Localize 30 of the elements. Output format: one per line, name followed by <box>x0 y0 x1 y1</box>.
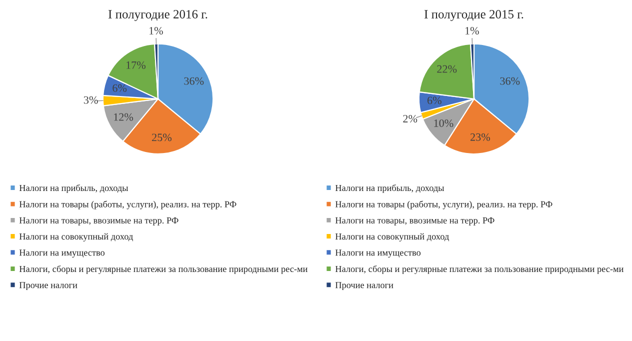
chart-title: I полугодие 2015 г. <box>424 10 524 22</box>
legend-label: Налоги на имущество <box>19 250 105 258</box>
legend-label: Налоги на имущество <box>335 250 421 258</box>
legend-label: Прочие налоги <box>335 282 394 290</box>
legend-label: Налоги на товары (работы, услуги), реализ. на терр. РФ <box>19 200 236 210</box>
legend-label: Налоги на прибыль, доходы <box>19 184 128 193</box>
legend-label: Налоги на товары (работы, услуги), реализ. на терр. РФ <box>335 200 552 210</box>
legend-label: Налоги, сборы и регулярные платежи за пользование природными рес-ми <box>19 265 308 274</box>
data-label: 1% <box>149 27 163 35</box>
data-label: 2% <box>403 114 418 122</box>
data-label: 17% <box>126 61 146 69</box>
data-label: 12% <box>114 113 134 121</box>
legend-label: Налоги на совокупный доход <box>335 233 449 242</box>
data-label: 36% <box>184 77 204 85</box>
data-label: 36% <box>500 77 520 85</box>
legend-label: Налоги на товары, ввозимые на терр. РФ <box>19 217 178 226</box>
legend-label: Налоги, сборы и регулярные платежи за пользование природными рес-ми <box>335 265 624 274</box>
data-label: 25% <box>152 134 172 142</box>
legend-label: Налоги на совокупный доход <box>19 233 133 242</box>
legend-label: Налоги на прибыль, доходы <box>335 184 444 193</box>
data-label: 1% <box>465 27 479 35</box>
data-label: 23% <box>470 133 490 141</box>
data-label: 6% <box>112 84 127 92</box>
data-label: 10% <box>434 119 454 127</box>
data-label: 22% <box>437 65 457 73</box>
data-label: 3% <box>84 96 98 104</box>
data-label: 6% <box>427 96 442 104</box>
chart-title: I полугодие 2016 г. <box>108 10 208 22</box>
legend-label: Прочие налоги <box>19 282 78 290</box>
legend-label: Налоги на товары, ввозимые на терр. РФ <box>335 217 494 226</box>
